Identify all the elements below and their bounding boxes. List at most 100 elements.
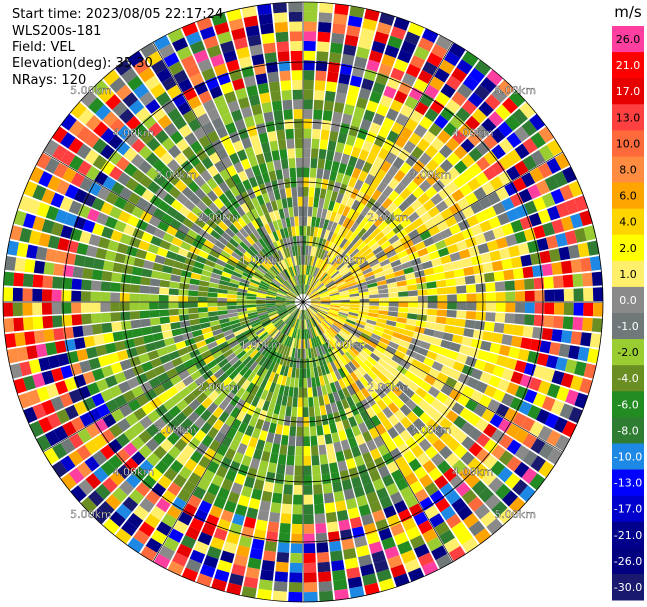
velocity-gate	[186, 381, 199, 393]
velocity-gate	[347, 361, 357, 372]
range-ring-label: 1.00km	[325, 338, 367, 351]
velocity-gate	[95, 247, 108, 260]
velocity-gate	[303, 40, 316, 51]
velocity-gate	[309, 291, 318, 298]
velocity-gate	[429, 99, 445, 114]
velocity-gate	[268, 268, 277, 277]
velocity-gate	[311, 327, 317, 338]
velocity-gate	[315, 282, 324, 291]
velocity-gate	[556, 386, 570, 402]
velocity-gate	[184, 132, 198, 146]
velocity-gate	[544, 289, 555, 302]
velocity-gate	[330, 338, 339, 348]
velocity-gate	[381, 54, 396, 68]
velocity-gate	[294, 348, 298, 359]
velocity-gate	[377, 254, 388, 263]
velocity-gate	[342, 353, 351, 364]
velocity-gate	[3, 287, 14, 302]
velocity-gate	[275, 332, 283, 342]
velocity-gate	[292, 308, 299, 317]
velocity-gate	[332, 111, 343, 123]
velocity-gate	[589, 256, 602, 271]
velocity-gate	[546, 447, 563, 465]
velocity-gate	[241, 275, 252, 282]
velocity-gate	[42, 315, 53, 329]
velocity-gate	[154, 460, 169, 475]
velocity-gate	[270, 502, 282, 514]
velocity-gate	[102, 260, 115, 272]
elevation-label: Elevation(deg): 35.30	[12, 56, 153, 71]
velocity-gate	[330, 232, 338, 243]
velocity-gate	[437, 247, 450, 257]
velocity-gate	[439, 445, 453, 460]
velocity-gate	[385, 229, 396, 240]
velocity-gate	[141, 268, 153, 278]
velocity-gate	[339, 306, 350, 310]
velocity-gate	[228, 356, 239, 366]
velocity-gate	[292, 89, 303, 100]
velocity-gate	[426, 536, 443, 552]
velocity-gate	[490, 127, 506, 144]
velocity-gate	[262, 192, 271, 204]
velocity-gate	[174, 179, 187, 193]
velocity-gate	[312, 267, 318, 277]
velocity-gate	[521, 120, 538, 137]
velocity-gate	[379, 337, 391, 346]
velocity-gate	[143, 334, 155, 344]
velocity-gate	[238, 97, 250, 110]
velocity-gate	[310, 294, 320, 299]
velocity-gate	[305, 284, 309, 295]
velocity-gate	[180, 418, 194, 431]
velocity-gate	[362, 573, 378, 586]
velocity-gate	[271, 280, 281, 287]
velocity-gate	[231, 251, 242, 261]
velocity-gate	[222, 267, 234, 275]
velocity-gate	[118, 381, 131, 394]
velocity-gate	[244, 343, 254, 353]
velocity-gate	[182, 480, 197, 494]
velocity-gate	[289, 317, 295, 327]
velocity-gate	[217, 288, 228, 294]
velocity-gate	[198, 456, 211, 469]
velocity-gate	[230, 209, 241, 220]
velocity-gate	[331, 161, 340, 172]
velocity-gate	[277, 289, 288, 295]
velocity-gate	[330, 296, 340, 299]
velocity-gate	[456, 293, 467, 302]
velocity-gate	[423, 328, 435, 337]
velocity-gate	[244, 167, 255, 179]
velocity-gate	[160, 166, 174, 179]
velocity-gate	[346, 219, 355, 230]
velocity-gate	[60, 113, 77, 131]
velocity-gate	[346, 316, 357, 323]
velocity-gate	[468, 427, 483, 442]
velocity-gate	[427, 206, 440, 218]
velocity-gate	[416, 223, 428, 235]
velocity-gate	[488, 216, 502, 229]
velocity-gate	[239, 227, 249, 238]
velocity-gate	[291, 338, 296, 348]
velocity-gate	[503, 269, 515, 281]
velocity-gate	[282, 168, 290, 179]
velocity-gate	[530, 132, 546, 149]
velocity-gate	[130, 275, 142, 285]
velocity-gate	[290, 317, 296, 328]
velocity-gate	[178, 124, 193, 138]
velocity-gate	[541, 192, 556, 208]
velocity-gate	[235, 362, 246, 373]
velocity-gate	[474, 528, 492, 545]
velocity-gate	[329, 422, 338, 434]
velocity-gate	[227, 286, 238, 292]
velocity-gate	[424, 144, 439, 159]
velocity-gate	[481, 470, 497, 486]
velocity-gate	[248, 284, 259, 290]
velocity-gate	[132, 466, 148, 481]
velocity-gate	[169, 315, 180, 323]
velocity-gate	[320, 463, 330, 475]
velocity-gate	[402, 72, 417, 87]
velocity-gate	[338, 73, 351, 85]
velocity-gate	[522, 266, 534, 279]
velocity-gate	[100, 127, 116, 144]
velocity-gate	[326, 241, 333, 252]
velocity-gate	[41, 370, 55, 385]
